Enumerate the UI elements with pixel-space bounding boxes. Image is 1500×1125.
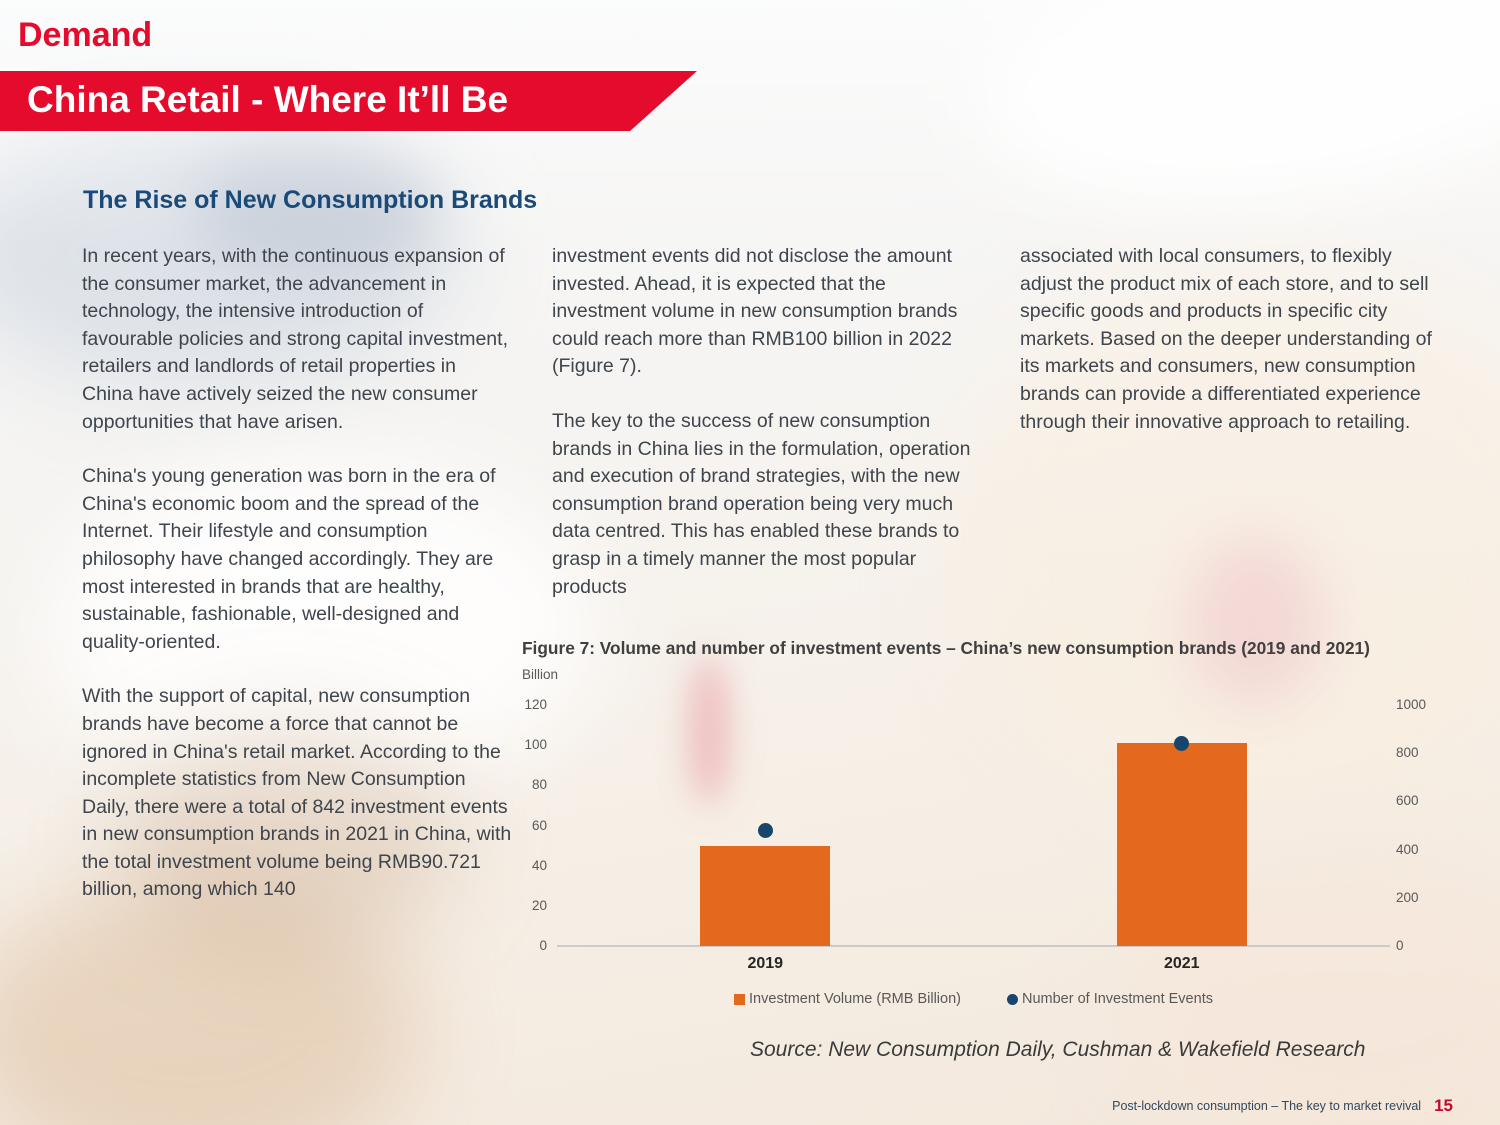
bar-2019 <box>700 845 831 946</box>
legend-item-investment-volume: Investment Volume (RMB Billion) <box>734 991 961 1007</box>
paragraph: With the support of capital, new consump… <box>82 685 512 901</box>
events-dot-2021 <box>1174 735 1190 751</box>
y-axis-tick-right: 1000 <box>1396 697 1427 712</box>
x-axis-label-2021: 2021 <box>1163 955 1200 972</box>
paragraph: associated with local consumers, to flex… <box>1020 245 1432 433</box>
legend-label: Number of Investment Events <box>1021 991 1213 1007</box>
y-axis-tick-left: 0 <box>539 938 547 953</box>
paragraph: The key to the success of new consumptio… <box>552 409 971 598</box>
paragraph: China's young generation was born in the… <box>82 465 496 653</box>
section-kicker: Demand <box>18 16 153 54</box>
legend-item-investment-events: Number of Investment Events <box>1006 991 1213 1007</box>
text-column-2: investment events did not disclose the a… <box>552 243 980 628</box>
x-axis-line <box>557 945 1390 947</box>
x-axis-label-2019: 2019 <box>747 955 784 972</box>
bar-2021 <box>1116 743 1247 946</box>
chart-legend: Investment Volume (RMB Billion) Number o… <box>557 991 1390 1007</box>
y-axis-tick-left: 100 <box>524 737 547 753</box>
text-column-3: associated with local consumers, to flex… <box>1020 243 1440 463</box>
y-axis-tick-right: 800 <box>1396 745 1419 761</box>
y-axis-tick-left: 80 <box>531 777 547 793</box>
events-dot-2019 <box>757 822 773 838</box>
y-axis-tick-left: 40 <box>531 857 547 873</box>
y-axis-tick-right: 0 <box>1396 938 1404 953</box>
article-heading: The Rise of New Consumption Brands <box>83 186 538 214</box>
text-column-1: In recent years, with the continuous exp… <box>82 243 512 931</box>
page-footer: Post-lockdown consumption – The key to m… <box>1112 1096 1453 1116</box>
footer-report-title: Post-lockdown consumption – The key to m… <box>1112 1099 1422 1113</box>
y-axis-tick-left: 60 <box>531 817 547 833</box>
paragraph: investment events did not disclose the a… <box>552 245 958 378</box>
legend-label: Investment Volume (RMB Billion) <box>749 991 961 1007</box>
source-line: Source: New Consumption Daily, Cushman &… <box>750 1038 1366 1061</box>
page-title: China Retail - Where It’ll Be <box>27 79 509 120</box>
y-axis-tick-left: 20 <box>531 897 547 913</box>
left-axis-unit-label: Billion <box>522 667 559 682</box>
title-banner: China Retail - Where It’ll Be <box>0 71 697 131</box>
y-axis-tick-left: 120 <box>524 697 547 712</box>
legend-dot-marker-icon <box>1006 993 1018 1005</box>
y-axis-tick-right: 400 <box>1396 841 1419 857</box>
y-axis-tick-right: 200 <box>1396 889 1419 905</box>
y-axis-tick-right: 600 <box>1396 793 1419 809</box>
paragraph: In recent years, with the continuous exp… <box>82 245 508 433</box>
figure-title: Figure 7: Volume and number of investmen… <box>522 638 1370 658</box>
page-number: 15 <box>1434 1096 1453 1115</box>
legend-square-marker-icon <box>734 993 746 1005</box>
